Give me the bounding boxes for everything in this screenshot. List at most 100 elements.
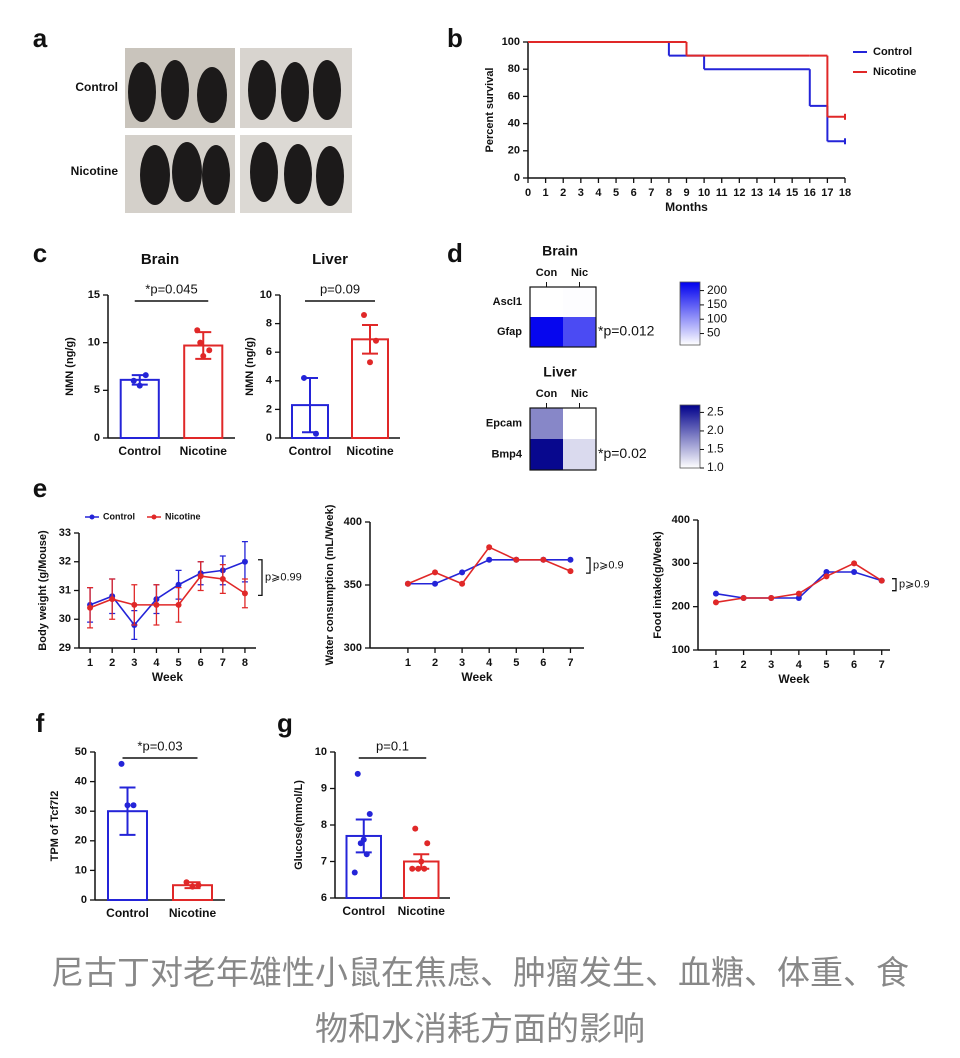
y-axis-label: Food intake(g/Week) — [652, 531, 664, 639]
x-tick-label: 2 — [109, 657, 115, 669]
data-point — [421, 865, 428, 872]
heat-cell — [563, 408, 596, 439]
series-line — [407, 546, 571, 585]
x-tick-label: 3 — [768, 659, 774, 671]
panel-label: a — [33, 23, 48, 53]
x-tick-label: 5 — [176, 657, 182, 669]
data-point — [354, 770, 361, 777]
data-point — [241, 590, 248, 597]
p-value: *p=0.03 — [137, 738, 182, 753]
x-tick-label: 1 — [543, 187, 549, 199]
data-point — [851, 569, 858, 575]
colorbar — [679, 281, 701, 346]
x-tick-label: 14 — [768, 187, 781, 199]
y-tick-label: 350 — [344, 579, 362, 591]
data-point — [131, 601, 138, 608]
y-axis-label: TPM of Tcf7l2 — [49, 791, 61, 862]
data-point — [851, 560, 858, 567]
x-tick-label: 4 — [153, 657, 160, 669]
panel-label: e — [33, 473, 47, 503]
data-point — [795, 590, 802, 597]
y-tick-label: 9 — [321, 782, 327, 794]
colorbar-label: 150 — [707, 297, 727, 311]
data-point — [486, 544, 493, 551]
chart-title: Brain — [542, 243, 578, 259]
photos — [125, 48, 352, 213]
x-tick-label: 5 — [513, 657, 519, 669]
data-point — [301, 374, 307, 381]
y-tick-label: 8 — [321, 819, 327, 831]
panel-label: c — [33, 238, 47, 268]
significance-bracket — [586, 557, 591, 574]
data-point — [367, 359, 373, 366]
data-point — [823, 569, 830, 575]
p-value: *p=0.02 — [598, 445, 647, 461]
data-point — [142, 372, 149, 379]
data-point — [153, 601, 160, 608]
data-point — [513, 556, 520, 563]
y-tick-label: 30 — [59, 613, 71, 625]
heatmap-frame — [529, 407, 597, 471]
data-point — [712, 599, 719, 606]
heat-cell — [530, 287, 563, 317]
data-point — [124, 802, 131, 809]
y-tick-label: 5 — [94, 384, 100, 396]
y-tick-label: 0 — [81, 894, 87, 906]
data-point — [432, 580, 439, 587]
x-tick-label: 5 — [613, 187, 619, 199]
y-tick-label: 10 — [88, 337, 100, 349]
series-line — [89, 561, 246, 627]
p-value: p⩾0.9 — [899, 579, 930, 591]
data-point — [424, 840, 431, 847]
y-tick-label: 20 — [508, 145, 520, 157]
y-tick-label: 80 — [508, 63, 520, 75]
y-tick-label: 33 — [59, 527, 71, 539]
x-tick-label: 3 — [459, 657, 465, 669]
x-tick-label: 2 — [741, 659, 747, 671]
bar — [351, 338, 389, 439]
y-axis-label: NMN (ng/g) — [244, 337, 256, 396]
data-point — [118, 760, 125, 767]
photo-label: Control — [75, 80, 118, 94]
significance-bracket — [258, 559, 263, 597]
data-point — [241, 558, 248, 565]
column-label: Nic — [571, 267, 588, 279]
mice — [128, 60, 344, 206]
y-tick-label: 10 — [75, 864, 87, 876]
data-point — [194, 327, 201, 334]
x-tick-label: 0 — [525, 187, 531, 199]
y-tick-label: 40 — [75, 776, 87, 788]
y-tick-label: 60 — [508, 90, 520, 102]
y-axis-label: Glucose(mmol/L) — [293, 780, 305, 870]
column-label: Con — [536, 267, 558, 279]
x-tick-label: 2 — [560, 187, 566, 199]
x-tick-label: 13 — [751, 187, 763, 199]
y-tick-label: 0 — [94, 432, 100, 444]
y-tick-label: 10 — [315, 746, 327, 758]
y-tick-label: 15 — [88, 289, 100, 301]
x-tick-label: 3 — [131, 657, 137, 669]
data-point — [567, 556, 574, 563]
chart-title: Liver — [312, 251, 348, 268]
data-point — [200, 353, 207, 360]
panel-label: f — [36, 708, 45, 738]
x-tick-label: 18 — [839, 187, 851, 199]
x-tick-label: 5 — [823, 659, 829, 671]
y-tick-label: 10 — [260, 289, 272, 301]
y-tick-label: 6 — [266, 346, 272, 358]
x-tick-label: 11 — [716, 187, 728, 199]
data-point — [768, 595, 775, 601]
data-point — [136, 382, 143, 389]
x-tick-label: 9 — [683, 187, 689, 199]
heat-cell — [530, 317, 563, 347]
category-label: Nicotine — [346, 444, 394, 458]
y-axis-label: Water consumption (mL/Week) — [324, 504, 336, 665]
heat-cell — [563, 287, 596, 317]
y-tick-label: 200 — [672, 601, 690, 613]
data-point — [373, 337, 379, 344]
category-label: Nicotine — [169, 906, 217, 920]
data-point — [540, 556, 547, 563]
x-tick-label: 2 — [432, 657, 438, 669]
x-tick-label: 16 — [804, 187, 816, 199]
p-value: *p=0.012 — [598, 323, 655, 339]
